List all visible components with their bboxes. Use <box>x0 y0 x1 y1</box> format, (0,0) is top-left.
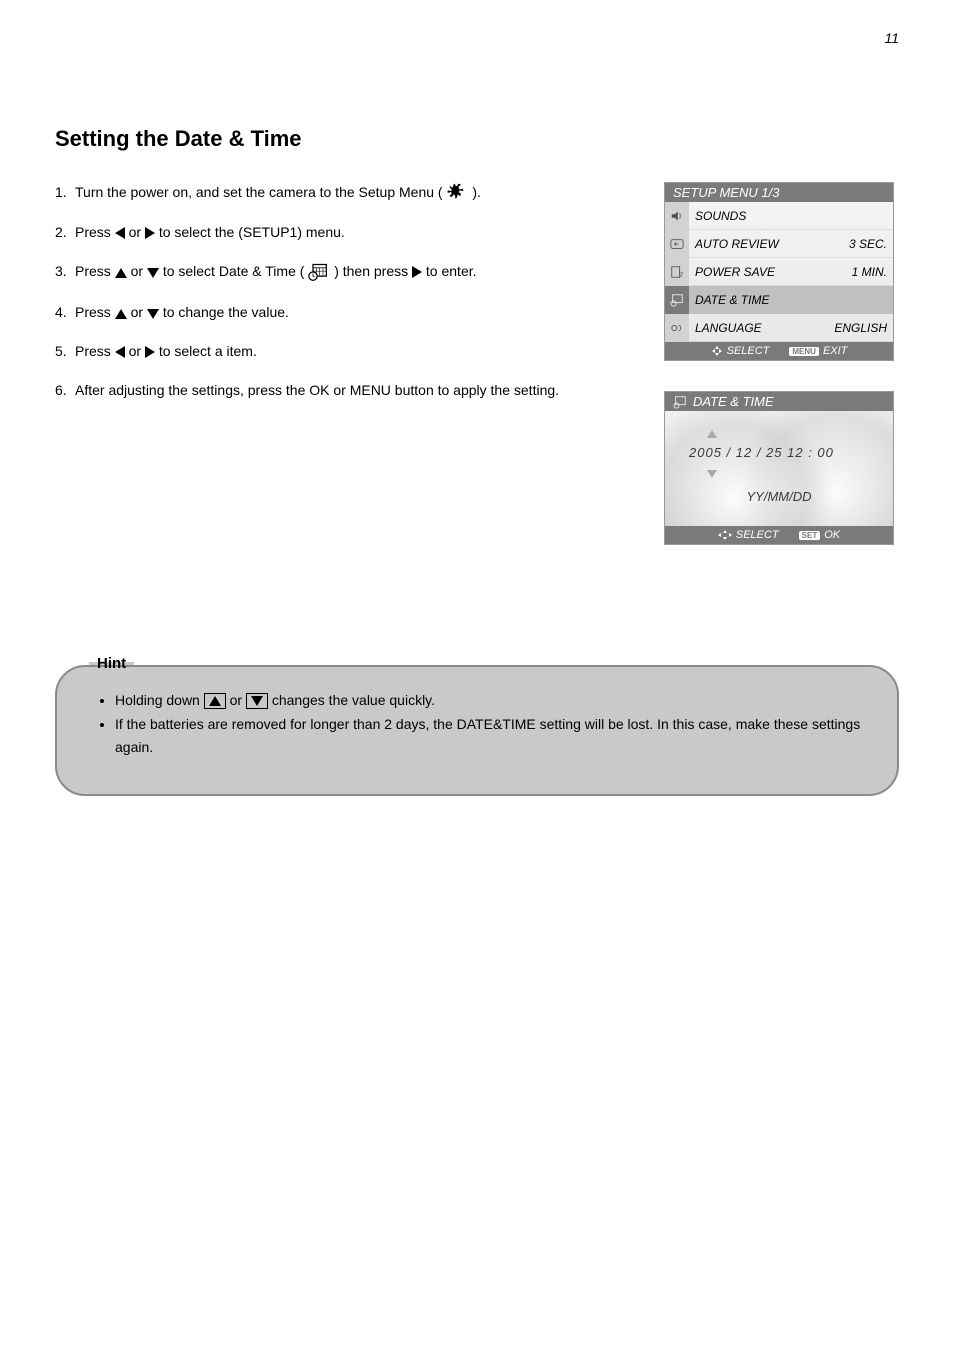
menu-value: 1 MIN. <box>852 265 887 279</box>
datetime-format: YY/MM/DD <box>665 489 893 504</box>
step-text: Press <box>75 224 115 240</box>
menu-row-datetime: DATE & TIME <box>665 286 893 314</box>
hint-item-2: If the batteries are removed for longer … <box>115 713 867 758</box>
step-text: Press <box>75 304 115 320</box>
step-number: 3. <box>55 261 67 282</box>
page-number: 11 <box>55 30 899 46</box>
step-text: ). <box>472 184 481 200</box>
datetime-body: 2005 / 12 / 25 12 : 00 YY/MM/DD <box>665 411 893 526</box>
page-number-text: 11 <box>884 30 899 46</box>
step-number: 2. <box>55 222 67 243</box>
menu-badge: MENU <box>789 347 819 356</box>
step-number: 6. <box>55 380 67 401</box>
svg-text:z: z <box>679 271 684 278</box>
step-number: 4. <box>55 302 67 323</box>
content-row: 1. Turn the power on, and set the camera… <box>55 182 899 545</box>
menu-row-sounds: SOUNDS <box>665 202 893 230</box>
step-text: Press <box>75 263 115 279</box>
menu-label: SOUNDS <box>695 209 877 223</box>
triangle-left-icon <box>115 227 125 239</box>
hint-item-1: Holding down or changes the value quickl… <box>115 689 867 711</box>
set-badge: SET <box>799 531 821 540</box>
footer-ok: SET OK <box>799 529 840 541</box>
triangle-down-icon <box>147 309 159 319</box>
setup-menu-screenshot: SETUP MENU 1/3 SOUNDS AUTO REVI <box>664 182 894 361</box>
screenshots-column: SETUP MENU 1/3 SOUNDS AUTO REVI <box>664 182 899 545</box>
setup-menu-footer: SELECT MENU EXIT <box>665 342 893 360</box>
step-text: to select a item. <box>159 343 257 359</box>
step-text: ) then press <box>334 263 412 279</box>
step-3: 3. Press or to select Date & Time ( <box>55 261 644 283</box>
step-6: 6. After adjusting the settings, press t… <box>55 380 644 401</box>
datetime-footer: SELECT SET OK <box>665 526 893 544</box>
triangle-up-icon <box>707 426 717 441</box>
step-5: 5. Press or to select a item. <box>55 341 644 362</box>
datetime-line: 2005 / 12 / 25 12 : 00 <box>665 445 893 460</box>
triangle-left-icon <box>115 346 125 358</box>
menu-label: LANGUAGE <box>695 321 824 335</box>
triangle-down-icon <box>147 268 159 278</box>
step-1: 1. Turn the power on, and set the camera… <box>55 182 644 204</box>
menu-label: DATE & TIME <box>695 293 877 307</box>
footer-select-text: SELECT <box>736 529 779 541</box>
step-text: or <box>131 263 147 279</box>
tools-icon <box>446 182 468 204</box>
footer-select: SELECT <box>718 529 779 541</box>
hint-label: Hint <box>97 655 126 672</box>
hint-box: Hint Holding down or changes the value q… <box>55 665 899 796</box>
hint-text: or <box>230 692 246 708</box>
step-text: to change the value. <box>163 304 289 320</box>
footer-exit: MENU EXIT <box>789 345 847 357</box>
menu-value: 3 SEC. <box>849 237 887 251</box>
step-4: 4. Press or to change the value. <box>55 302 644 323</box>
steps-column: 1. Turn the power on, and set the camera… <box>55 182 644 545</box>
hint-text: changes the value quickly. <box>272 692 435 708</box>
datetime-title-text: DATE & TIME <box>693 394 774 409</box>
step-text: After adjusting the settings, press the … <box>75 382 559 398</box>
menu-value: ENGLISH <box>834 321 887 335</box>
menu-row-autoreview: AUTO REVIEW 3 SEC. <box>665 230 893 258</box>
step-text: to select Date & Time ( <box>163 263 305 279</box>
menu-row-language: LANGUAGE ENGLISH <box>665 314 893 342</box>
step-2: 2. Press or to select the (SETUP1) menu. <box>55 222 644 243</box>
power-save-icon: z <box>665 258 689 286</box>
triangle-up-icon <box>115 268 127 278</box>
datetime-screenshot: DATE & TIME 2005 / 12 / 25 12 : 00 YY/MM… <box>664 391 894 545</box>
step-number: 5. <box>55 341 67 362</box>
step-text: Press <box>75 343 115 359</box>
triangle-right-icon <box>145 227 155 239</box>
page: 11 Setting the Date & Time 1. Turn the p… <box>0 0 954 836</box>
triangle-up-icon <box>115 309 127 319</box>
step-text: to select the (SETUP1) menu. <box>159 224 345 240</box>
step-text: or <box>129 343 145 359</box>
speaker-icon <box>665 202 689 230</box>
step-text: Turn the power on, and set the camera to… <box>75 184 443 200</box>
footer-select-text: SELECT <box>727 345 770 357</box>
triangle-up-boxed-icon <box>204 693 226 709</box>
triangle-down-icon <box>707 466 717 481</box>
step-text: or <box>131 304 147 320</box>
footer-ok-text: OK <box>824 529 840 541</box>
triangle-right-icon <box>412 266 422 278</box>
page-title: Setting the Date & Time <box>55 126 899 152</box>
footer-exit-text: EXIT <box>823 345 847 357</box>
step-number: 1. <box>55 182 67 203</box>
return-arrow-icon <box>665 230 689 258</box>
step-text: to enter. <box>426 263 477 279</box>
hint-text: Holding down <box>115 692 204 708</box>
setup-menu-title: SETUP MENU 1/3 <box>665 183 893 202</box>
triangle-down-boxed-icon <box>246 693 268 709</box>
footer-select: SELECT <box>711 345 770 357</box>
menu-label: AUTO REVIEW <box>695 237 839 251</box>
calendar-clock-icon <box>665 286 689 314</box>
step-text: or <box>129 224 145 240</box>
hint-list: Holding down or changes the value quickl… <box>87 689 867 758</box>
language-icon <box>665 314 689 342</box>
datetime-title: DATE & TIME <box>665 392 893 411</box>
calendar-clock-icon <box>308 262 330 284</box>
menu-row-powersave: z POWER SAVE 1 MIN. <box>665 258 893 286</box>
triangle-right-icon <box>145 346 155 358</box>
menu-label: POWER SAVE <box>695 265 842 279</box>
